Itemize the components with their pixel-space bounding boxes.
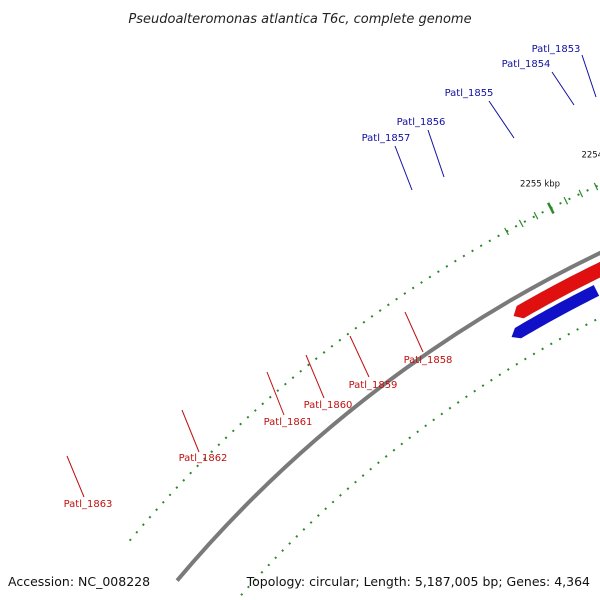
gene-label[interactable]: Patl_1854 [502, 59, 551, 70]
genome-backbone [175, 250, 600, 582]
gene-label[interactable]: Patl_1860 [304, 400, 353, 411]
gene-leader-line [427, 129, 445, 178]
gene-leader-line [394, 145, 413, 191]
tick-label: 2255 kbp [520, 180, 560, 190]
gene-label[interactable]: Patl_1859 [349, 380, 398, 391]
inner-dotted-ring [235, 316, 600, 600]
minor-tick [578, 189, 584, 198]
gene-label[interactable]: Patl_1863 [64, 499, 113, 510]
gene-patl-1863 [513, 261, 600, 319]
gene-label[interactable]: Patl_1857 [362, 133, 411, 144]
gene-leader-line [266, 371, 285, 416]
gene-label[interactable]: Patl_1856 [397, 117, 446, 128]
minor-tick [518, 219, 524, 228]
minor-tick [563, 196, 569, 205]
topology-label: Topology: circular; Length: 5,187,005 bp… [246, 574, 590, 589]
gene-label[interactable]: Patl_1858 [404, 355, 453, 366]
gene-label[interactable]: Patl_1855 [445, 88, 494, 99]
minor-tick [593, 182, 599, 191]
gene-leader-line [305, 354, 325, 399]
gene-leader-line [551, 71, 575, 106]
minor-tick [504, 227, 510, 236]
gene-leader-line [581, 54, 597, 98]
gene-leader-line [181, 409, 200, 453]
gene-leader-line [404, 311, 424, 353]
gene-leader-line [66, 455, 85, 498]
tick-mark [547, 202, 555, 215]
accession-label: Accession: NC_008228 [8, 574, 150, 589]
gene-leader-line [349, 335, 370, 378]
gene-labels: Patl_1853 Patl_1854 Patl_1855 Patl_1856 Patl… [64, 44, 597, 510]
backbone-arc [175, 250, 600, 582]
tick-label: 2254 kbp [581, 151, 600, 161]
gene-label[interactable]: Patl_1861 [264, 417, 313, 428]
gene-track [511, 261, 600, 339]
gene-label[interactable]: Patl_1862 [179, 453, 228, 464]
gene-leader-line [488, 100, 515, 139]
gene-label[interactable]: Patl_1853 [532, 44, 581, 55]
tick-marks: 2244 kbp2245 kbp2246 kbp2247 kbp2248 kbp… [504, 151, 600, 236]
gene-blue-inner [511, 284, 600, 339]
map-title: Pseudoalteromonas atlantica T6c, complet… [128, 12, 471, 27]
minor-tick [533, 211, 539, 220]
